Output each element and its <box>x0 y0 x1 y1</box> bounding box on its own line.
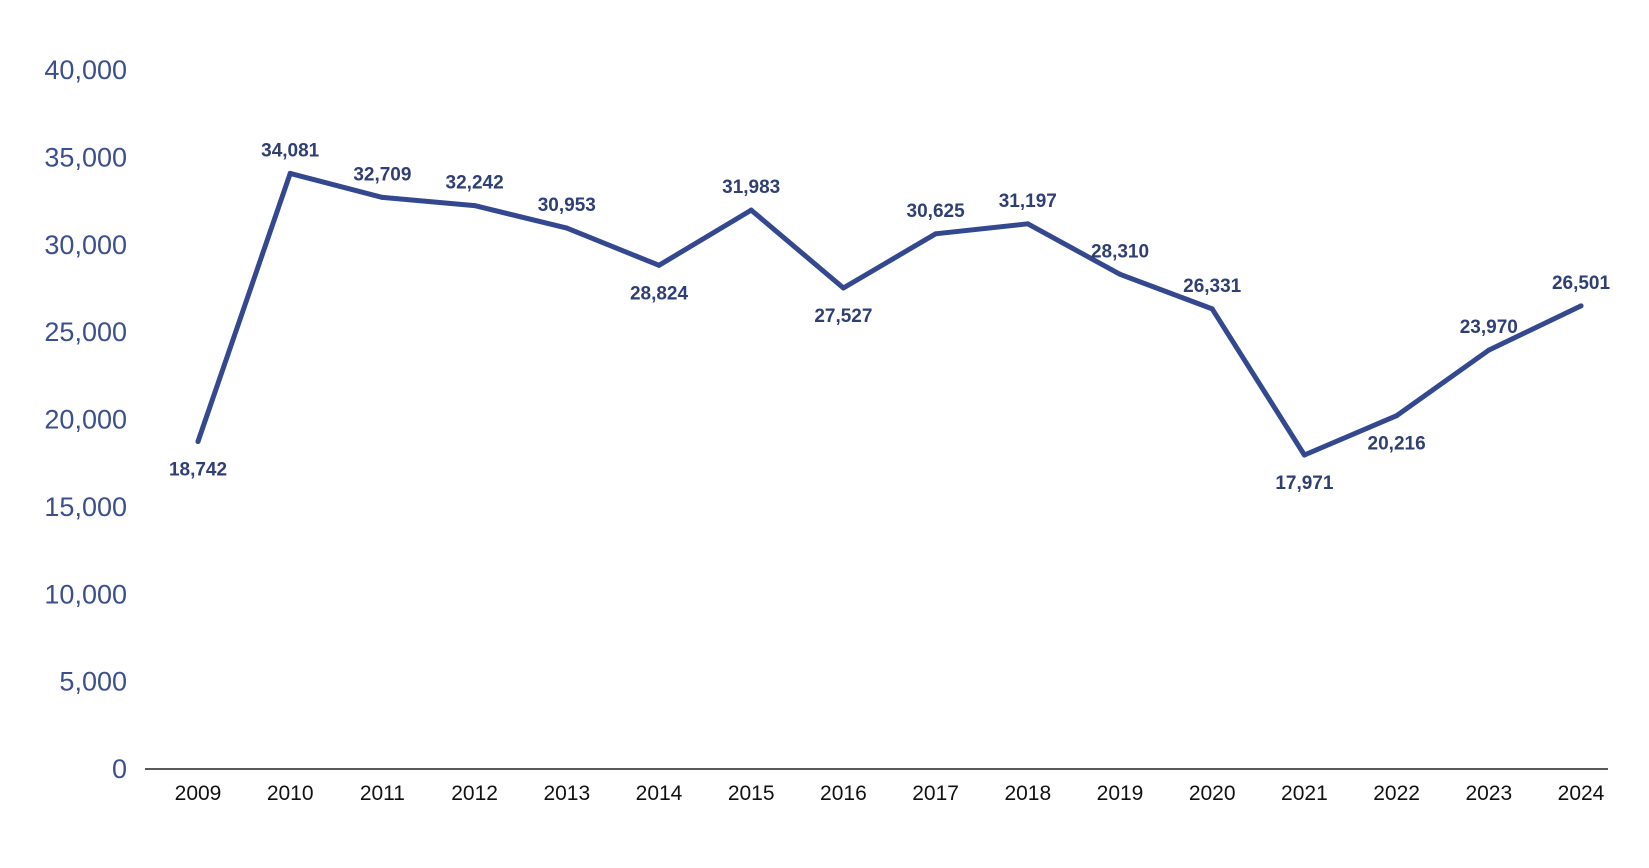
data-point <box>287 170 293 176</box>
y-tick-label: 10,000 <box>44 579 127 609</box>
x-tick-label: 2020 <box>1189 782 1236 805</box>
data-label: 26,501 <box>1552 273 1611 294</box>
x-tick-label: 2013 <box>543 782 590 805</box>
x-tick-label: 2015 <box>728 782 775 805</box>
x-tick-label: 2018 <box>1004 782 1051 805</box>
x-tick-label: 2016 <box>820 782 867 805</box>
y-tick-label: 15,000 <box>44 492 127 522</box>
x-tick-label: 2023 <box>1465 782 1512 805</box>
data-label: 26,331 <box>1183 276 1242 297</box>
y-tick-label: 30,000 <box>44 230 127 260</box>
data-point <box>1394 413 1400 419</box>
data-point <box>564 225 570 231</box>
x-tick-label: 2009 <box>175 782 222 805</box>
y-tick-label: 0 <box>112 754 127 784</box>
data-label: 23,970 <box>1460 317 1518 338</box>
data-label: 28,824 <box>630 283 689 304</box>
data-point <box>1117 271 1123 277</box>
data-point <box>1209 306 1215 312</box>
data-point <box>748 207 754 213</box>
data-label: 32,242 <box>446 173 504 194</box>
x-tick-label: 2010 <box>267 782 314 805</box>
data-point <box>656 262 662 268</box>
x-tick-label: 2021 <box>1281 782 1328 805</box>
data-point <box>1025 221 1031 227</box>
x-tick-label: 2012 <box>451 782 498 805</box>
data-point <box>840 285 846 291</box>
data-label: 34,081 <box>261 140 320 161</box>
x-tick-label: 2017 <box>912 782 959 805</box>
data-label: 18,742 <box>169 459 227 480</box>
x-tick-label: 2024 <box>1558 782 1605 805</box>
data-point <box>933 231 939 237</box>
data-label: 32,709 <box>353 164 411 185</box>
x-tick-label: 2019 <box>1097 782 1144 805</box>
y-tick-label: 40,000 <box>44 55 127 85</box>
data-label: 28,310 <box>1091 241 1149 262</box>
series-line <box>195 170 1584 458</box>
data-label: 30,625 <box>907 201 966 222</box>
x-tick-label: 2022 <box>1373 782 1420 805</box>
data-label: 31,197 <box>999 191 1057 212</box>
x-tick-label: 2011 <box>360 782 405 805</box>
data-point <box>1486 347 1492 353</box>
data-point <box>379 194 385 200</box>
y-tick-label: 20,000 <box>44 405 127 435</box>
data-label: 20,216 <box>1368 434 1426 455</box>
y-tick-label: 5,000 <box>59 667 127 697</box>
data-label: 30,953 <box>538 195 596 216</box>
data-point <box>1301 452 1307 458</box>
y-tick-label: 35,000 <box>44 142 127 172</box>
x-tick-label: 2014 <box>636 782 683 805</box>
data-label: 27,527 <box>814 306 872 327</box>
data-point <box>1578 303 1584 309</box>
data-point <box>195 438 201 444</box>
data-point <box>472 203 478 209</box>
y-tick-label: 25,000 <box>44 317 127 347</box>
data-label: 17,971 <box>1275 473 1334 494</box>
data-label: 31,983 <box>722 177 780 198</box>
